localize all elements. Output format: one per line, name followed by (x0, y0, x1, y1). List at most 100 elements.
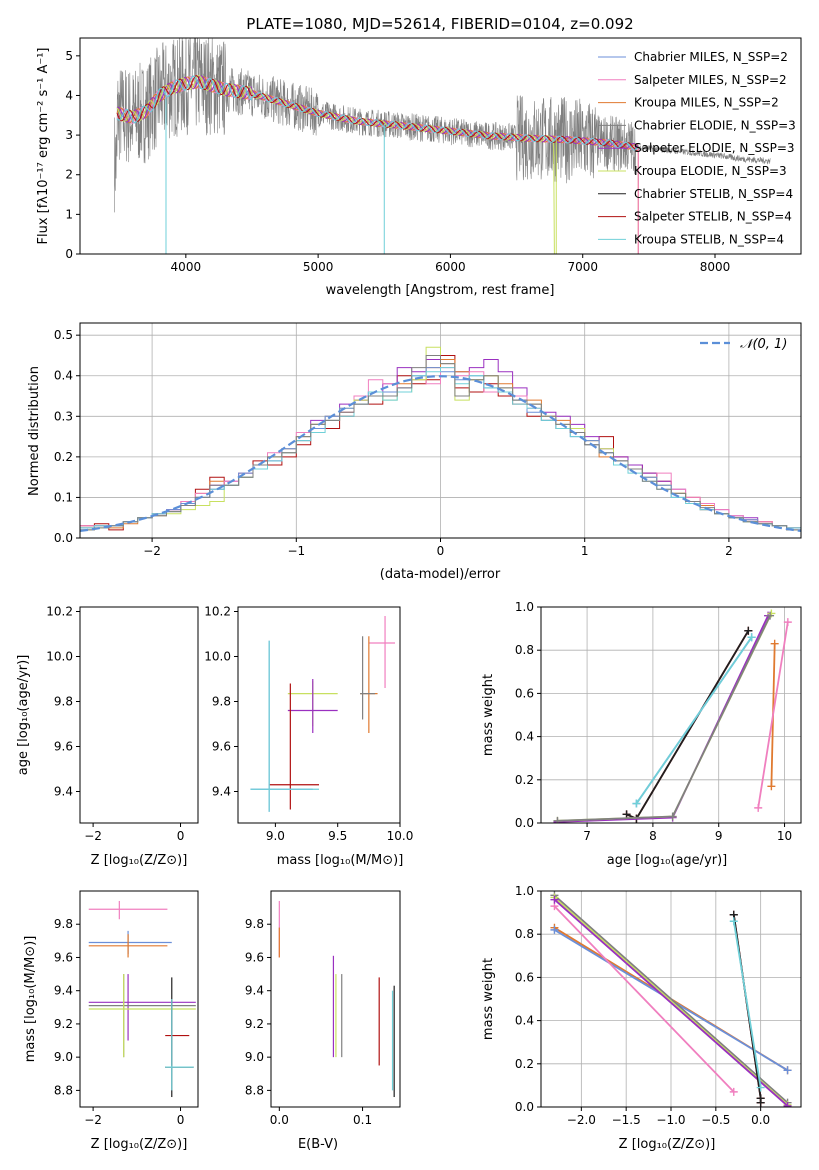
marker-chab_miles (783, 1066, 792, 1075)
model-spectrum-krou_elodie (116, 74, 556, 254)
y-tick-label: 4 (65, 88, 73, 102)
plot-area (278, 900, 395, 1098)
y-tick-label: 9.6 (212, 740, 231, 754)
y-tick-label: 9.8 (54, 695, 73, 709)
y-tick-label: 10.0 (204, 650, 231, 664)
mass-weight-vs-z-panel: −2.0 −1.5 −1.0 −0.5 0.0 0.0 0.2 0.4 0.6 0.8 1.0 Z … (481, 884, 802, 1152)
spectrum-title: PLATE=1080, MJD=52614, FIBERID=0104, z=0… (246, 15, 633, 33)
axes-frame (237, 606, 401, 824)
y-tick-label: 9.6 (54, 950, 73, 964)
y-tick-label: 2 (65, 168, 73, 182)
line-salp_elodie (557, 615, 769, 823)
histogram-ylabel: Normed distribution (27, 366, 42, 496)
x-tick-label: 2 (725, 544, 733, 558)
x-tick-label: −2 (84, 1113, 102, 1127)
mass-z-xlabel: Z [log₁₀(Z/Z⊙)] (91, 1137, 188, 1152)
axes-frame (540, 890, 802, 1108)
y-tick-label: 9.4 (245, 984, 264, 998)
x-tick-label: 0.1 (353, 1113, 372, 1127)
axes-frame (79, 37, 802, 255)
y-tick-label: 9.2 (245, 1017, 264, 1031)
x-tick-label: 0.0 (270, 1113, 289, 1127)
marker-krou_stelib (756, 1083, 765, 1092)
axes-frame (79, 606, 199, 824)
y-tick-label: 5 (65, 49, 73, 63)
model-spectrum-salp_elodie (116, 75, 639, 150)
y-tick-label: 0.2 (515, 773, 534, 787)
legend-label: 𝒩(0, 1) (740, 337, 787, 352)
y-tick-label: 0 (65, 247, 73, 261)
y-tick-label: 9.0 (245, 1050, 264, 1064)
x-tick-label: 10 (777, 829, 792, 843)
marker-krou_miles (767, 782, 776, 791)
y-tick-label: 9.4 (54, 785, 73, 799)
marker-chab_elodie (553, 816, 562, 823)
marker-salp_miles (754, 803, 763, 812)
spectrum-xlabel: wavelength [Angstrom, rest frame] (326, 283, 555, 298)
legend-label: Chabrier ELODIE, N_SSP=3 (634, 118, 796, 132)
x-tick-label: 9.0 (266, 829, 285, 843)
y-tick-label: 9.6 (245, 950, 264, 964)
y-tick-label: 0.1 (54, 490, 73, 504)
y-tick-label: 8.8 (54, 1083, 73, 1097)
marker-chab_stelib (744, 626, 753, 635)
residual-histogram-panel: −2 −1 0 1 2 0.0 0.1 0.2 0.3 0.4 0.5 𝒩(0, 1) (data-m… (27, 322, 802, 582)
y-tick-label: 0.4 (515, 730, 534, 744)
line-krou_stelib (635, 636, 753, 805)
marker-salp_miles (783, 618, 792, 627)
legend-label: Kroupa STELIB, N_SSP=4 (634, 232, 784, 246)
x-tick-label: 7000 (567, 260, 598, 274)
y-tick-label: 10.0 (46, 650, 73, 664)
plot-area (88, 900, 196, 1098)
y-tick-label: 9.4 (212, 785, 231, 799)
y-tick-label: 9.4 (54, 984, 73, 998)
line-salp_elodie (553, 898, 789, 1107)
line-chab_elodie (553, 894, 789, 1104)
y-tick-label: 0.4 (54, 369, 73, 383)
mass-ebv-xlabel: E(B-V) (298, 1137, 338, 1152)
plot-area (89, 616, 198, 812)
x-tick-label: 9.5 (328, 829, 347, 843)
x-tick-label: 5000 (303, 260, 334, 274)
axes-frame (79, 890, 199, 1108)
y-tick-label: 3 (65, 128, 73, 142)
y-tick-label: 9.8 (54, 917, 73, 931)
x-tick-label: −1.5 (612, 1113, 641, 1127)
spectrum-panel: PLATE=1080, MJD=52614, FIBERID=0104, z=0… (36, 15, 802, 298)
observed-spectrum (114, 38, 771, 213)
line-krou_stelib (732, 921, 762, 1088)
y-tick-label: 0.8 (515, 643, 534, 657)
x-tick-label: −0.5 (701, 1113, 730, 1127)
x-tick-label: −2 (84, 829, 102, 843)
y-tick-label: 9.8 (245, 917, 264, 931)
y-tick-label: 0.6 (515, 970, 534, 984)
age-vs-z-panel: −2 0 9.4 9.6 9.8 10.0 10.2 Z [log₁₀(Z/Z⊙)] age… (16, 605, 199, 868)
x-tick-label: 0.0 (751, 1113, 770, 1127)
y-tick-label: 0.2 (515, 1057, 534, 1071)
histogram-xlabel: (data-model)/error (380, 567, 501, 582)
y-tick-label: 9.6 (54, 740, 73, 754)
marker-chab_stelib (622, 810, 631, 819)
spectrum-legend: Chabrier MILES, N_SSP=2 Salpeter MILES, N… (598, 50, 796, 246)
y-tick-label: 9.0 (54, 1050, 73, 1064)
y-tick-label: 1.0 (515, 884, 534, 898)
legend-label: Chabrier MILES, N_SSP=2 (634, 50, 788, 64)
y-tick-label: 1.0 (515, 600, 534, 614)
age-vs-mass-panel: 9.0 9.5 10.0 9.4 9.6 9.8 10.0 10.2 mass [log₁₀(… (204, 605, 413, 869)
legend-label: Kroupa MILES, N_SSP=2 (634, 96, 779, 110)
legend-label: Salpeter MILES, N_SSP=2 (634, 73, 787, 87)
x-tick-label: 0 (437, 544, 445, 558)
x-tick-label: 0 (177, 829, 185, 843)
age-z-xlabel: Z [log₁₀(Z/Z⊙)] (91, 853, 188, 868)
marker-krou_stelib (632, 799, 641, 808)
plot-area (114, 38, 771, 254)
x-tick-label: 0 (177, 1113, 185, 1127)
y-tick-label: 9.8 (212, 695, 231, 709)
mw-z-xlabel: Z [log₁₀(Z/Z⊙)] (619, 1137, 716, 1152)
normal-curve (80, 375, 801, 532)
mw-z-ylabel: mass weight (481, 958, 496, 1040)
legend-label: Salpeter STELIB, N_SSP=4 (634, 210, 792, 224)
axes-frame (540, 606, 802, 824)
y-tick-label: 0.5 (54, 328, 73, 342)
